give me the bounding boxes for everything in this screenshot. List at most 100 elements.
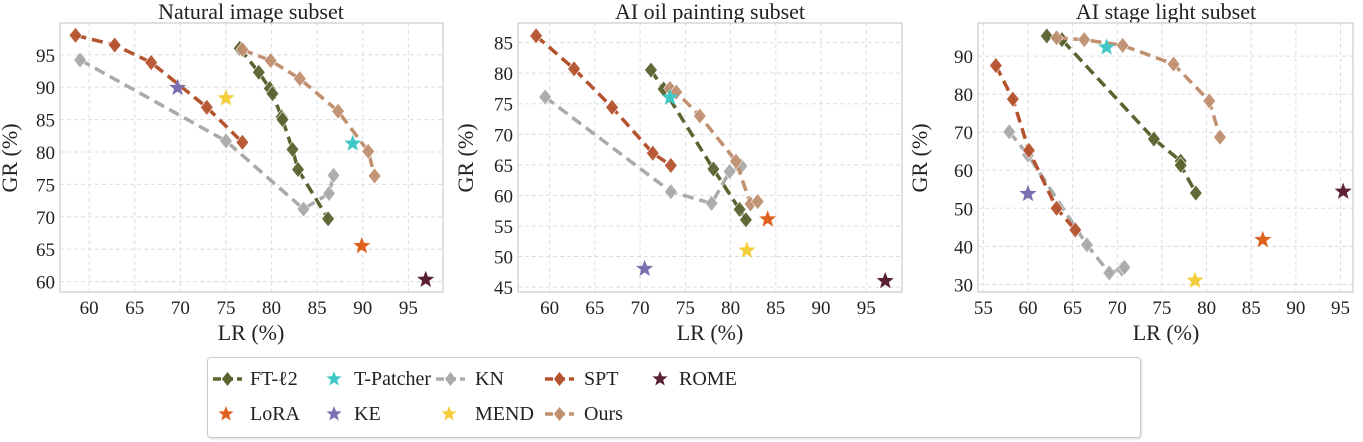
y-tick-label: 55 xyxy=(494,217,513,238)
data-point-star xyxy=(353,237,371,254)
data-point xyxy=(739,211,753,229)
legend-label: LoRA xyxy=(250,403,300,425)
series-t-patcher xyxy=(344,134,362,151)
legend-label: MEND xyxy=(475,403,534,425)
series-line xyxy=(75,33,244,144)
series-spt xyxy=(529,27,678,174)
data-point xyxy=(1049,199,1064,217)
data-point xyxy=(219,132,233,150)
y-tick-label: 85 xyxy=(36,111,55,132)
data-point xyxy=(1068,221,1083,239)
series-lora xyxy=(759,210,777,227)
series-rome xyxy=(417,270,435,287)
y-tick-label: 65 xyxy=(494,156,513,177)
x-tick-label: 95 xyxy=(399,298,418,319)
legend-line-marker-icon xyxy=(545,372,574,386)
y-tick-label: 60 xyxy=(494,186,513,207)
data-point xyxy=(235,133,250,151)
series-line xyxy=(994,64,1077,232)
y-tick-label: 70 xyxy=(954,123,973,144)
data-point xyxy=(361,142,376,160)
data-point xyxy=(732,200,747,218)
data-point xyxy=(1189,184,1203,202)
x-tick-label: 75 xyxy=(216,298,235,319)
data-point xyxy=(1022,141,1036,159)
legend-star xyxy=(441,406,457,421)
data-point xyxy=(321,210,335,228)
data-point xyxy=(1117,258,1132,276)
data-point xyxy=(989,57,1003,75)
data-point xyxy=(644,61,658,79)
data-point xyxy=(331,102,345,120)
series-ke xyxy=(1019,184,1037,202)
legend-label: KN xyxy=(475,368,504,390)
data-point-star xyxy=(169,78,187,96)
data-point xyxy=(1102,264,1117,282)
y-axis-label: GR (%) xyxy=(453,123,478,192)
data-point xyxy=(1173,156,1188,174)
series-ke xyxy=(169,78,187,96)
data-point xyxy=(1147,130,1161,148)
y-tick-label: 70 xyxy=(494,125,513,146)
y-tick-label: 80 xyxy=(494,64,513,85)
legend-star xyxy=(652,371,668,386)
y-tick-label: 80 xyxy=(36,143,55,164)
data-point xyxy=(200,98,214,116)
plot-area: 60 65 70 75 80 85 90 95 60 65 70 75 80 85 90 95 xyxy=(36,22,444,319)
legend-line-marker-icon xyxy=(545,407,574,421)
series-t-patcher xyxy=(661,88,679,105)
data-point-star xyxy=(1019,184,1037,202)
subplot-ai-stage-light: AI stage light subset LR (%) GR (%) xyxy=(907,0,1256,345)
x-tick-label: 90 xyxy=(353,298,372,319)
axes-frame xyxy=(59,22,444,293)
y-tick-label: 50 xyxy=(494,248,513,269)
data-point-star xyxy=(417,270,435,287)
legend-line-marker-icon xyxy=(213,372,242,386)
data-point xyxy=(1006,90,1020,108)
data-point xyxy=(144,54,158,72)
data-point xyxy=(693,107,707,125)
series-mend xyxy=(738,241,756,258)
data-point xyxy=(326,166,341,184)
data-point xyxy=(296,200,311,218)
series-rome xyxy=(1334,182,1352,199)
series-spt xyxy=(68,26,250,151)
legend-star-icon xyxy=(652,371,668,386)
data-point-star xyxy=(1334,182,1352,199)
data-point-star xyxy=(636,259,654,276)
series-ours xyxy=(235,41,382,185)
data-point xyxy=(1213,128,1227,146)
legend-label: Ours xyxy=(584,403,623,425)
data-point xyxy=(706,160,721,178)
x-tick-label: 65 xyxy=(585,298,604,319)
x-axis-label: LR (%) xyxy=(218,320,285,345)
axes-frame xyxy=(517,22,903,293)
series-kn xyxy=(1002,123,1132,282)
y-tick-label: 50 xyxy=(954,199,973,220)
data-point xyxy=(605,98,619,116)
x-axis-label: LR (%) xyxy=(1133,320,1200,345)
data-point-star xyxy=(661,88,679,105)
data-point xyxy=(750,193,765,210)
data-point xyxy=(68,26,83,44)
data-point xyxy=(1077,31,1092,49)
data-point xyxy=(291,161,305,178)
series-lora xyxy=(353,237,371,254)
series-t-patcher xyxy=(1098,38,1116,55)
data-point-star xyxy=(1254,230,1272,248)
data-point xyxy=(322,184,336,202)
subplot-title: AI stage light subset xyxy=(1076,0,1256,24)
series-ft-2 xyxy=(644,61,753,229)
x-tick-label: 80 xyxy=(1197,298,1216,319)
legend-label: FT-ℓ2 xyxy=(250,368,298,390)
y-tick-label: 30 xyxy=(954,275,973,296)
x-tick-label: 65 xyxy=(125,298,144,319)
legend: FT-ℓ2 T-Patcher KN SPT ROME LoRA KE MEND… xyxy=(207,357,1141,438)
legend-label: ROME xyxy=(679,368,737,390)
data-point xyxy=(252,63,266,81)
x-tick-label: 65 xyxy=(1063,298,1082,319)
legend-line-marker-icon xyxy=(436,372,465,386)
x-tick-label: 60 xyxy=(540,298,559,319)
data-point-star xyxy=(759,210,777,227)
